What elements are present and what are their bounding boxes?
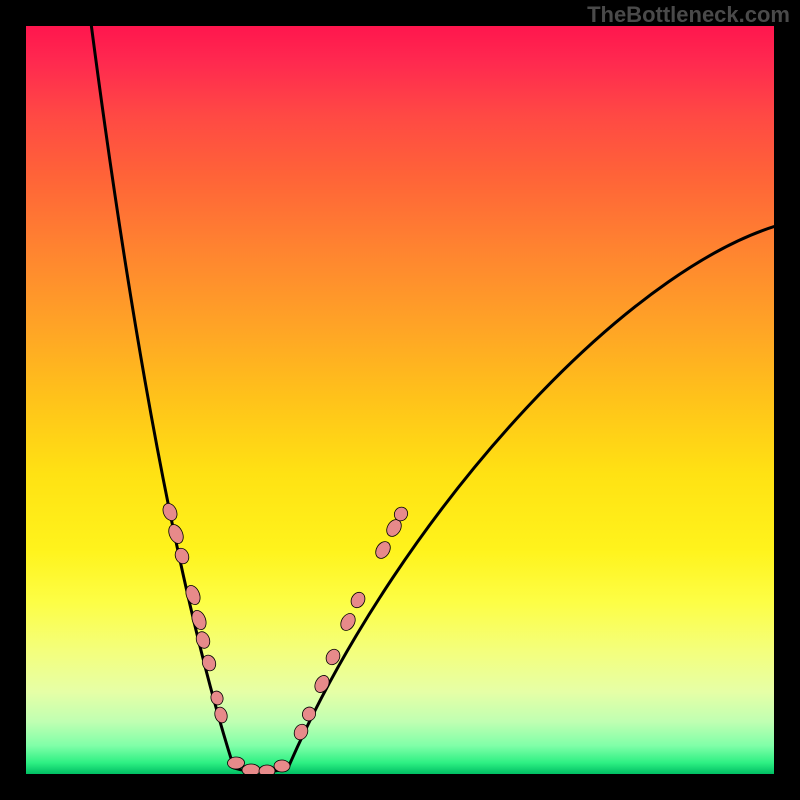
watermark-text: TheBottleneck.com bbox=[587, 2, 790, 28]
bottleneck-chart bbox=[0, 0, 800, 800]
chart-frame: TheBottleneck.com bbox=[0, 0, 800, 800]
marker-dot bbox=[274, 760, 290, 773]
marker-dot bbox=[227, 757, 244, 770]
plot-background bbox=[26, 26, 774, 774]
